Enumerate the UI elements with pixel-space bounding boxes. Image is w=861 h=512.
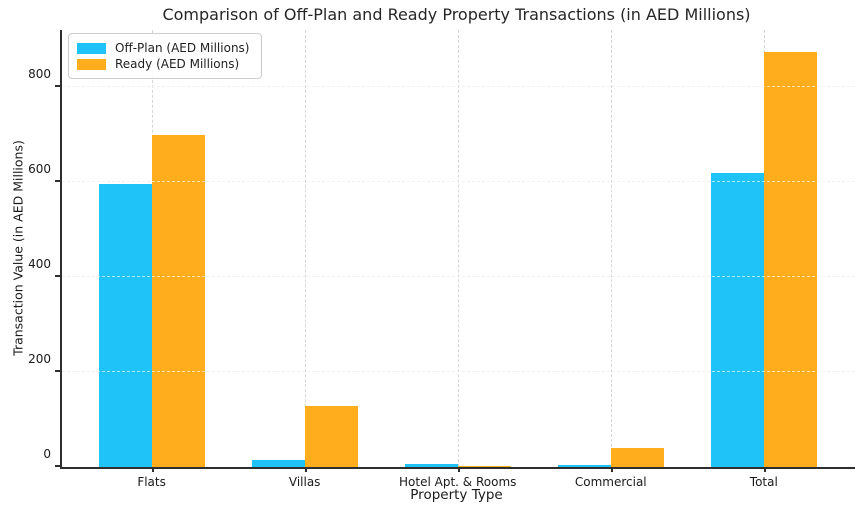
y-tick-mark-600 — [55, 180, 62, 182]
x-tick-label-1: Villas — [288, 475, 321, 489]
bar-offplan-1 — [251, 459, 305, 467]
y-tick-mark-200 — [55, 370, 62, 372]
v-gridline-2 — [457, 30, 459, 467]
legend-item-ready: Ready (AED Millions) — [77, 57, 249, 71]
x-tick-label-0: Flats — [137, 475, 166, 489]
legend-label-offplan: Off-Plan (AED Millions) — [115, 41, 250, 55]
plot-area: 0 200 400 600 800 Flats Villas Hotel Apt. & Ro… — [28, 30, 855, 489]
h-gridline-overlay-400 — [62, 276, 855, 277]
bar-ready-2 — [457, 465, 511, 467]
v-gridline-3 — [610, 30, 612, 467]
y-axis-label: Transaction Value (in AED Millions) — [10, 140, 26, 356]
x-tick-mark-4 — [763, 467, 766, 472]
y-tick-label-400: 400 — [28, 257, 51, 271]
legend-label-ready: Ready (AED Millions) — [115, 57, 240, 71]
ready-color-swatch — [77, 58, 106, 70]
chart-title: Comparison of Off-Plan and Ready Propert… — [162, 5, 751, 24]
y-tick-label-0: 0 — [43, 447, 51, 461]
x-tick-mark-2 — [457, 467, 460, 472]
y-tick-label-600: 600 — [28, 162, 51, 176]
y-tick-mark-800 — [55, 85, 62, 87]
y-tick-label-200: 200 — [28, 352, 51, 366]
h-gridline-overlay-200 — [62, 371, 855, 372]
bar-offplan-4 — [710, 172, 764, 467]
x-tick-label-3: Commercial — [574, 475, 647, 489]
h-gridline-overlay-600 — [62, 181, 855, 182]
y-tick-mark-0 — [55, 465, 62, 467]
offplan-color-swatch — [77, 42, 106, 54]
legend-item-offplan: Off-Plan (AED Millions) — [77, 41, 249, 55]
x-tick-label-4: Total — [749, 475, 778, 489]
bar-ready-3 — [610, 448, 664, 467]
bar-offplan-2 — [404, 463, 458, 467]
bar-offplan-0 — [98, 184, 152, 467]
bar-offplan-3 — [557, 465, 611, 467]
x-tick-mark-1 — [304, 467, 307, 472]
bar-ready-0 — [151, 135, 205, 467]
x-tick-mark-3 — [610, 467, 613, 472]
y-tick-mark-400 — [55, 275, 62, 277]
y-tick-label-800: 800 — [28, 67, 51, 81]
h-gridline-overlay-800 — [62, 86, 855, 87]
legend: Off-Plan (AED Millions) Ready (AED Milli… — [68, 33, 263, 79]
v-gridline-1 — [304, 30, 306, 467]
x-tick-label-2: Hotel Apt. & Rooms — [399, 475, 517, 489]
x-tick-mark-0 — [151, 467, 154, 472]
bar-ready-4 — [763, 52, 817, 467]
bar-ready-1 — [304, 406, 358, 467]
x-axis-label: Property Type — [410, 487, 503, 503]
